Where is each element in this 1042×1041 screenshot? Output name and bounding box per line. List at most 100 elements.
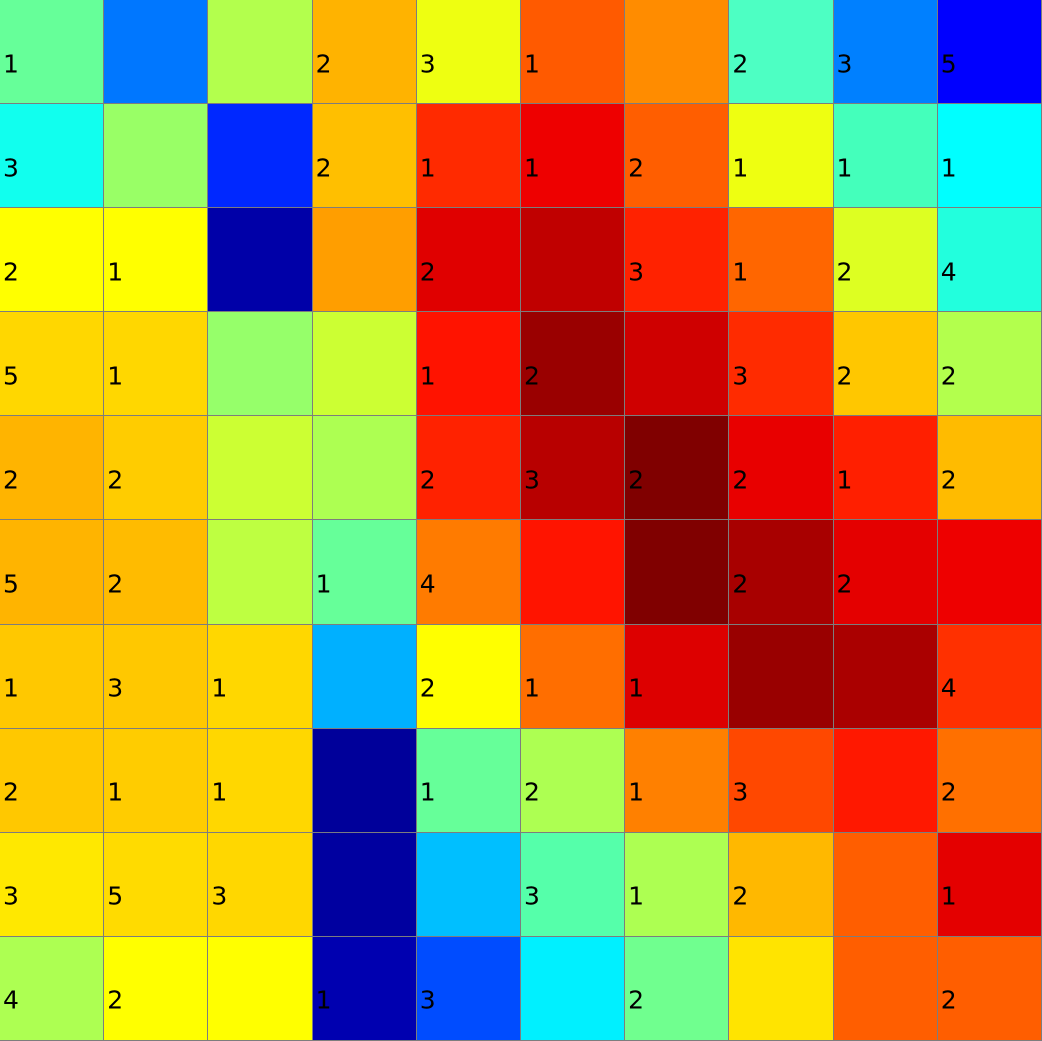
board-cell[interactable]: 1	[312, 520, 417, 625]
board-cell[interactable]	[208, 208, 313, 313]
board-cell[interactable]: 1	[416, 104, 521, 209]
board-cell[interactable]: 2	[729, 0, 834, 105]
board-cell[interactable]: 2	[937, 416, 1042, 521]
board-cell[interactable]: 2	[416, 624, 521, 729]
board-cell[interactable]: 2	[729, 520, 834, 625]
board-cell[interactable]: 4	[0, 936, 105, 1041]
board-cell[interactable]: 1	[416, 728, 521, 833]
board-cell[interactable]: 2	[625, 936, 730, 1041]
board-cell[interactable]: 1	[937, 104, 1042, 209]
board-cell[interactable]	[208, 936, 313, 1041]
board-cell[interactable]: 2	[729, 416, 834, 521]
board-cell[interactable]: 1	[312, 936, 417, 1041]
board-cell[interactable]: 4	[937, 624, 1042, 729]
board-cell[interactable]: 2	[833, 208, 938, 313]
board-cell[interactable]	[312, 416, 417, 521]
board-cell[interactable]	[833, 728, 938, 833]
board-cell[interactable]	[520, 520, 626, 625]
board-cell[interactable]: 1	[729, 208, 834, 313]
board-cell[interactable]: 2	[416, 208, 521, 313]
board-cell[interactable]: 3	[416, 936, 521, 1041]
board-cell[interactable]	[729, 936, 834, 1041]
board-cell[interactable]	[937, 520, 1042, 625]
board-cell[interactable]: 1	[937, 832, 1042, 937]
board-cell[interactable]	[208, 104, 313, 209]
board-cell[interactable]: 1	[833, 104, 938, 209]
board-cell[interactable]: 5	[0, 520, 105, 625]
board-cell[interactable]: 2	[104, 520, 209, 625]
board-cell[interactable]: 2	[312, 0, 417, 105]
board-cell[interactable]: 2	[937, 728, 1042, 833]
board-cell[interactable]	[312, 312, 417, 417]
board-cell[interactable]: 2	[937, 936, 1042, 1041]
board-cell[interactable]: 3	[833, 0, 938, 105]
board-cell[interactable]: 3	[729, 728, 834, 833]
board-cell[interactable]: 2	[104, 416, 209, 521]
board-cell[interactable]: 5	[0, 312, 105, 417]
board-cell[interactable]: 2	[520, 728, 626, 833]
board-cell[interactable]: 4	[937, 208, 1042, 313]
board-cell[interactable]: 1	[104, 208, 209, 313]
board-cell[interactable]: 1	[0, 0, 105, 105]
board-cell[interactable]: 1	[104, 312, 209, 417]
board-cell[interactable]: 1	[625, 728, 730, 833]
board-cell[interactable]: 3	[625, 208, 730, 313]
board-cell[interactable]: 1	[625, 624, 730, 729]
board-cell[interactable]: 2	[416, 416, 521, 521]
board-cell[interactable]	[208, 312, 313, 417]
board-cell[interactable]	[625, 0, 730, 105]
board-cell[interactable]: 1	[104, 728, 209, 833]
board-cell[interactable]: 4	[416, 520, 521, 625]
board-cell[interactable]	[104, 0, 209, 105]
board-cell[interactable]: 1	[833, 416, 938, 521]
board-cell[interactable]: 2	[937, 312, 1042, 417]
board-cell[interactable]: 2	[312, 104, 417, 209]
board-cell[interactable]: 2	[833, 520, 938, 625]
board-cell[interactable]	[312, 624, 417, 729]
board-cell[interactable]: 1	[520, 624, 626, 729]
board-cell[interactable]: 2	[625, 416, 730, 521]
board-cell[interactable]: 1	[208, 728, 313, 833]
board-cell[interactable]: 2	[729, 832, 834, 937]
board-cell[interactable]: 3	[104, 624, 209, 729]
board-cell[interactable]: 2	[0, 416, 105, 521]
board-cell[interactable]	[208, 520, 313, 625]
board-cell[interactable]: 1	[416, 312, 521, 417]
board-cell[interactable]: 3	[520, 416, 626, 521]
board-cell[interactable]: 1	[625, 832, 730, 937]
board-cell[interactable]: 1	[729, 104, 834, 209]
board-cell[interactable]: 3	[729, 312, 834, 417]
board-cell[interactable]	[833, 624, 938, 729]
board-cell[interactable]: 1	[520, 104, 626, 209]
board-cell[interactable]	[208, 416, 313, 521]
board-cell[interactable]: 2	[520, 312, 626, 417]
board-cell[interactable]	[520, 936, 626, 1041]
board-cell[interactable]	[312, 208, 417, 313]
board-cell[interactable]: 2	[0, 728, 105, 833]
board-cell[interactable]: 2	[625, 104, 730, 209]
board-cell[interactable]: 2	[833, 312, 938, 417]
board-cell[interactable]: 1	[208, 624, 313, 729]
board-cell[interactable]	[104, 104, 209, 209]
board-cell[interactable]	[520, 208, 626, 313]
board-cell[interactable]	[833, 832, 938, 937]
board-cell[interactable]	[625, 312, 730, 417]
board-cell[interactable]	[312, 832, 417, 937]
board-cell[interactable]: 1	[0, 624, 105, 729]
board-cell[interactable]: 3	[0, 104, 105, 209]
board-cell[interactable]: 3	[416, 0, 521, 105]
board-cell[interactable]: 3	[0, 832, 105, 937]
board-cell[interactable]: 5	[937, 0, 1042, 105]
board-cell[interactable]: 3	[520, 832, 626, 937]
board-cell[interactable]	[416, 832, 521, 937]
board-cell[interactable]: 1	[520, 0, 626, 105]
board-cell[interactable]	[208, 0, 313, 105]
board-cell[interactable]	[833, 936, 938, 1041]
board-cell[interactable]: 5	[104, 832, 209, 937]
board-cell[interactable]: 3	[208, 832, 313, 937]
board-cell[interactable]: 2	[104, 936, 209, 1041]
board-cell[interactable]	[625, 520, 730, 625]
board-cell[interactable]: 2	[0, 208, 105, 313]
board-cell[interactable]	[729, 624, 834, 729]
board-cell[interactable]	[312, 728, 417, 833]
